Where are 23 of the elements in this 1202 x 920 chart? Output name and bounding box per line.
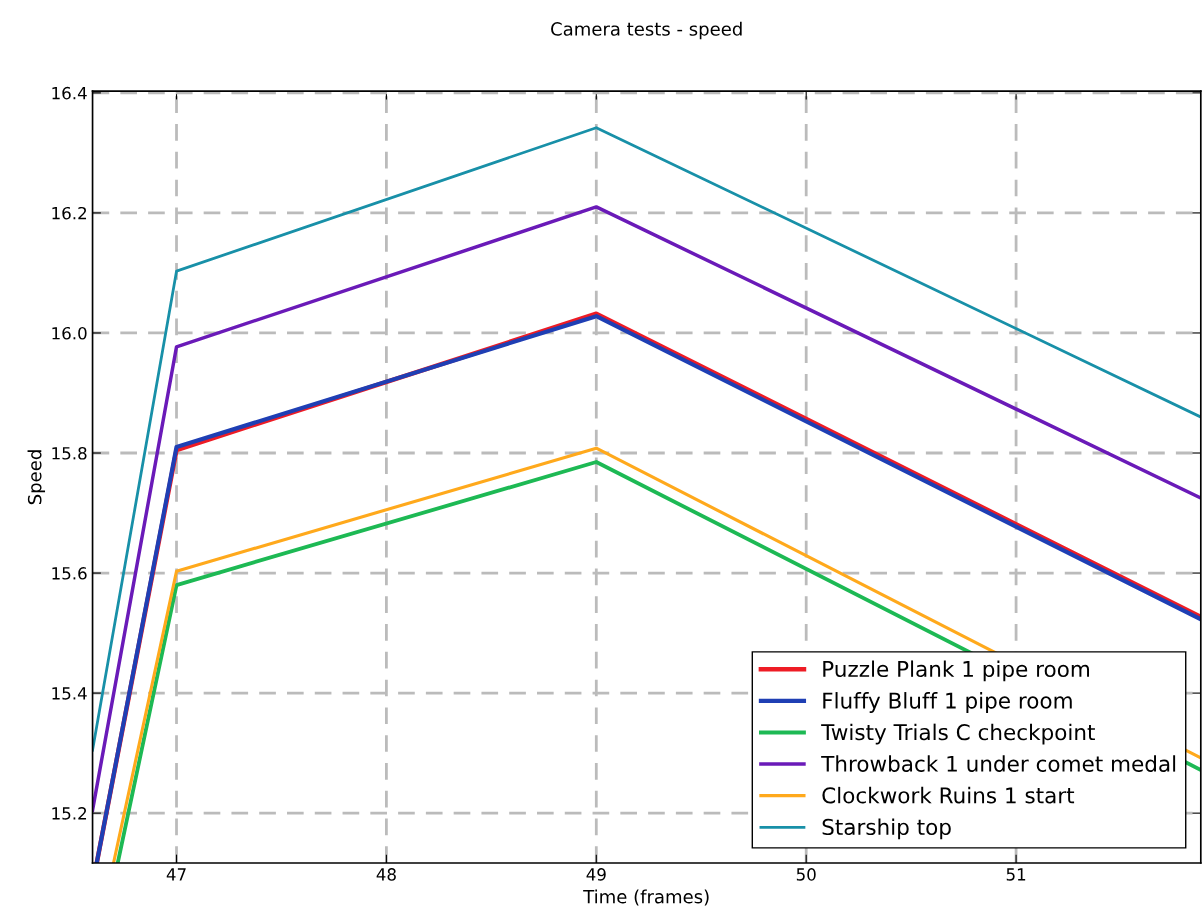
x-tick-label: 47	[166, 868, 186, 881]
y-tick-label: 15.8	[52, 446, 87, 460]
line-series	[92, 205, 1201, 812]
line-series	[92, 126, 1201, 752]
legend-label: Clockwork Ruins 1 start	[822, 786, 1075, 804]
legend-label: Twisty Trials C checkpoint	[821, 723, 1095, 745]
legend-label: Puzzle Plank 1 pipe room	[823, 660, 1089, 682]
x-tick-label: 50	[796, 868, 816, 881]
y-tick-label: 16.0	[52, 326, 87, 340]
y-tick-label: 15.2	[52, 807, 87, 820]
y-tick-label: 15.6	[52, 567, 87, 580]
legend-label: Throwback 1 under comet medal	[821, 755, 1176, 772]
chart-title: Camera tests - speed	[551, 21, 742, 40]
y-tick-label: 16.2	[52, 206, 87, 220]
y-tick-label: 15.4	[52, 687, 87, 700]
legend-label: Starship top	[822, 818, 951, 840]
y-axis-title: Speed	[27, 450, 46, 505]
x-axis-title: Time (frames)	[583, 889, 709, 906]
x-tick-label: 51	[1006, 868, 1026, 881]
x-tick-label: 49	[586, 868, 606, 881]
legend-label: Fluffy Bluff 1 pipe room	[823, 692, 1072, 713]
y-tick-label: 16.4	[52, 86, 87, 100]
x-tick-label: 48	[376, 868, 396, 881]
